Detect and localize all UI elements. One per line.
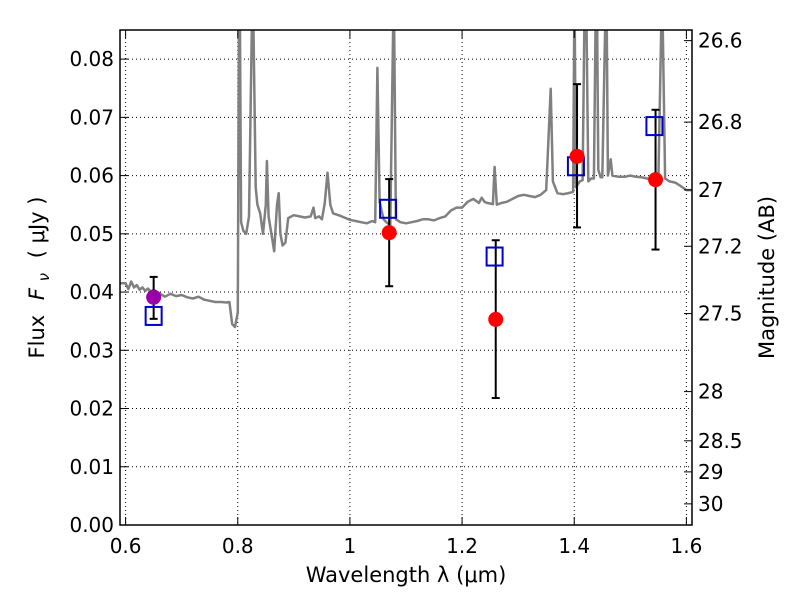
y2-tick-label: 29 [698,460,723,484]
x-tick-label: 1 [344,534,357,558]
tick-marks [120,30,692,526]
observed-points-layer [146,148,664,327]
observed-point [146,289,162,305]
x-tick-label: 1.6 [670,534,702,558]
y-tick-labels: 0.00 0.01 0.02 0.03 0.04 0.05 0.06 0.07 0.08 [69,47,114,537]
y2-tick-label: 28.5 [698,429,743,453]
observed-point [569,148,585,164]
y2-tick-label: 27.5 [698,302,743,326]
observed-point [648,172,664,188]
y-tick-label: 0.02 [69,397,114,421]
y-tick-label: 0.03 [69,338,114,362]
y2-tick-labels: 26.6 26.8 27 27.2 27.5 28 28.5 29 30 [698,29,743,516]
y-axis-label-unit: ( μJy ) [25,197,49,259]
y-tick-label: 0.08 [69,47,114,71]
plot-frame [119,29,693,526]
observed-point [381,225,397,241]
y2-tick-label: 27 [698,178,723,202]
y2-tick-label: 26.6 [698,29,743,53]
x-tick-label: 0.8 [222,534,254,558]
y-tick-label: 0.01 [69,455,114,479]
y-axis-label-subscript: ν [35,273,53,281]
model-point [144,305,163,326]
x-tick-label: 1.4 [558,534,590,558]
y-tick-label: 0.04 [69,280,114,304]
y2-tick-label: 30 [698,492,723,516]
y-axis-label-symbol: F [25,287,49,300]
y2-tick-label: 28 [698,380,723,404]
y2-axis-label: Magnitude (AB) [755,196,779,359]
observed-point [488,311,504,327]
model-points-layer [144,116,664,326]
model-point [379,198,398,219]
spectrum-layer [120,30,692,329]
y-tick-label: 0.07 [69,105,114,129]
x-axis-label: Wavelength λ (μm) [306,563,507,587]
spectrum-line [120,30,692,329]
y-axis-label: Flux F ν ( μJy ) [25,197,54,359]
x-tick-label: 1.2 [446,534,478,558]
model-point [645,116,664,137]
y-axis-label-prefix: Flux [25,315,49,359]
y-tick-label: 0.05 [69,222,114,246]
y2-tick-label: 27.2 [698,234,743,258]
y2-tick-label: 26.8 [698,110,743,134]
x-tick-label: 0.6 [110,534,142,558]
y-tick-label: 0.06 [69,164,114,188]
model-point [485,246,504,267]
x-tick-labels: 0.6 0.8 1 1.2 1.4 1.6 [110,534,703,558]
y-tick-label: 0.00 [69,513,114,537]
